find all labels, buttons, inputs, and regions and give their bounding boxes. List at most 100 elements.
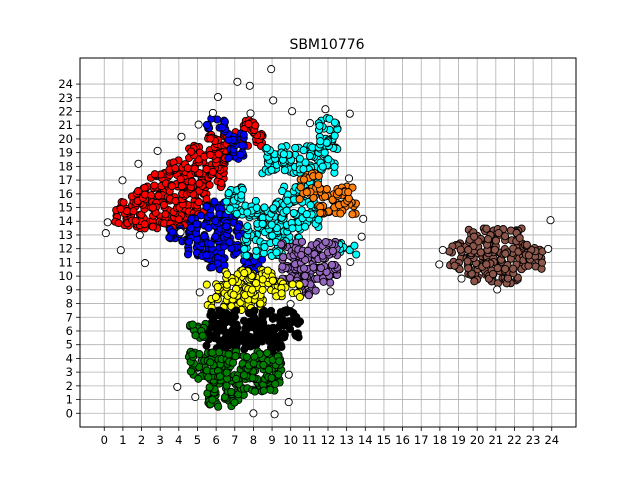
data-point	[303, 246, 312, 255]
x-tick-label: 22	[507, 433, 522, 447]
data-point	[537, 258, 547, 267]
data-point	[295, 280, 304, 289]
data-point	[129, 207, 138, 216]
data-point	[314, 171, 323, 181]
x-tick-label: 1	[119, 433, 126, 447]
data-point	[282, 206, 291, 215]
data-point	[215, 307, 224, 316]
data-point	[325, 114, 334, 123]
data-point	[246, 109, 255, 118]
data-point	[210, 318, 219, 327]
x-tick-label: 13	[339, 433, 354, 447]
x-tick-label: 14	[358, 433, 373, 447]
x-axis-ticks: 0 1 2 3 4 5 6 7 8 9 10 11 12 13 14 15 16 17 18 19 20 21 22 23 24	[101, 427, 559, 447]
data-point	[284, 398, 293, 407]
data-point	[344, 188, 353, 197]
data-point	[258, 275, 267, 284]
data-point	[297, 237, 307, 246]
y-tick-label: 24	[58, 77, 73, 91]
data-point	[135, 231, 144, 240]
data-point	[457, 274, 466, 283]
data-point	[208, 395, 217, 404]
data-point	[171, 196, 180, 205]
data-point	[188, 350, 197, 359]
data-point	[297, 250, 306, 259]
data-point	[244, 119, 253, 128]
data-point	[176, 228, 185, 237]
data-point	[359, 214, 368, 223]
data-point	[187, 177, 196, 186]
data-point	[222, 270, 232, 279]
data-point	[278, 186, 287, 196]
data-point	[148, 203, 157, 212]
x-tick-label: 6	[212, 433, 219, 447]
data-point	[119, 198, 128, 207]
data-point	[154, 191, 163, 200]
data-point	[262, 144, 271, 153]
data-point	[357, 232, 366, 241]
y-tick-label: 15	[58, 201, 73, 215]
data-point	[267, 220, 276, 229]
data-point	[304, 291, 313, 300]
data-point	[114, 219, 123, 228]
data-point	[470, 277, 479, 286]
data-point	[116, 246, 125, 255]
data-point	[295, 195, 304, 204]
data-point	[463, 257, 472, 266]
data-point	[140, 183, 149, 192]
data-point	[316, 137, 325, 146]
data-point	[279, 150, 288, 159]
data-point	[242, 251, 251, 260]
data-point	[239, 130, 248, 139]
data-point	[260, 242, 269, 252]
data-point	[192, 220, 201, 229]
data-point	[176, 175, 185, 184]
y-tick-label: 21	[58, 118, 73, 132]
y-tick-label: 11	[58, 255, 73, 269]
data-point	[256, 299, 265, 308]
x-tick-label: 0	[101, 433, 108, 447]
data-point	[177, 182, 187, 191]
data-point	[267, 65, 276, 74]
data-point	[316, 263, 325, 273]
data-point	[183, 164, 192, 173]
data-point	[150, 181, 159, 190]
data-point	[322, 185, 331, 194]
data-point	[488, 269, 498, 279]
data-point	[224, 189, 233, 198]
data-point	[464, 245, 473, 254]
data-point	[215, 372, 225, 381]
y-tick-label: 7	[66, 310, 73, 324]
data-point	[280, 330, 289, 339]
data-point	[296, 183, 305, 192]
x-tick-label: 20	[470, 433, 485, 447]
data-point	[268, 231, 277, 240]
data-point	[490, 245, 499, 254]
data-point	[269, 204, 278, 213]
data-point	[268, 276, 277, 285]
data-point	[259, 318, 268, 327]
data-point	[188, 320, 197, 329]
data-point	[206, 134, 215, 143]
data-point	[288, 224, 297, 233]
y-tick-label: 14	[58, 214, 73, 228]
data-point	[250, 306, 259, 315]
data-point	[259, 386, 268, 395]
x-tick-label: 17	[414, 433, 429, 447]
y-tick-label: 9	[66, 283, 73, 297]
data-point	[103, 218, 112, 227]
data-point	[206, 358, 215, 367]
data-point	[133, 187, 143, 196]
x-tick-label: 3	[157, 433, 164, 447]
data-point	[153, 146, 162, 155]
y-tick-label: 23	[58, 91, 73, 105]
x-tick-label: 16	[395, 433, 410, 447]
data-point	[271, 379, 280, 389]
data-point	[206, 150, 215, 159]
data-point	[224, 350, 233, 359]
data-point	[270, 410, 279, 419]
data-point	[302, 188, 311, 197]
data-point	[324, 155, 333, 164]
x-tick-label: 24	[544, 433, 559, 447]
data-point	[159, 200, 169, 209]
